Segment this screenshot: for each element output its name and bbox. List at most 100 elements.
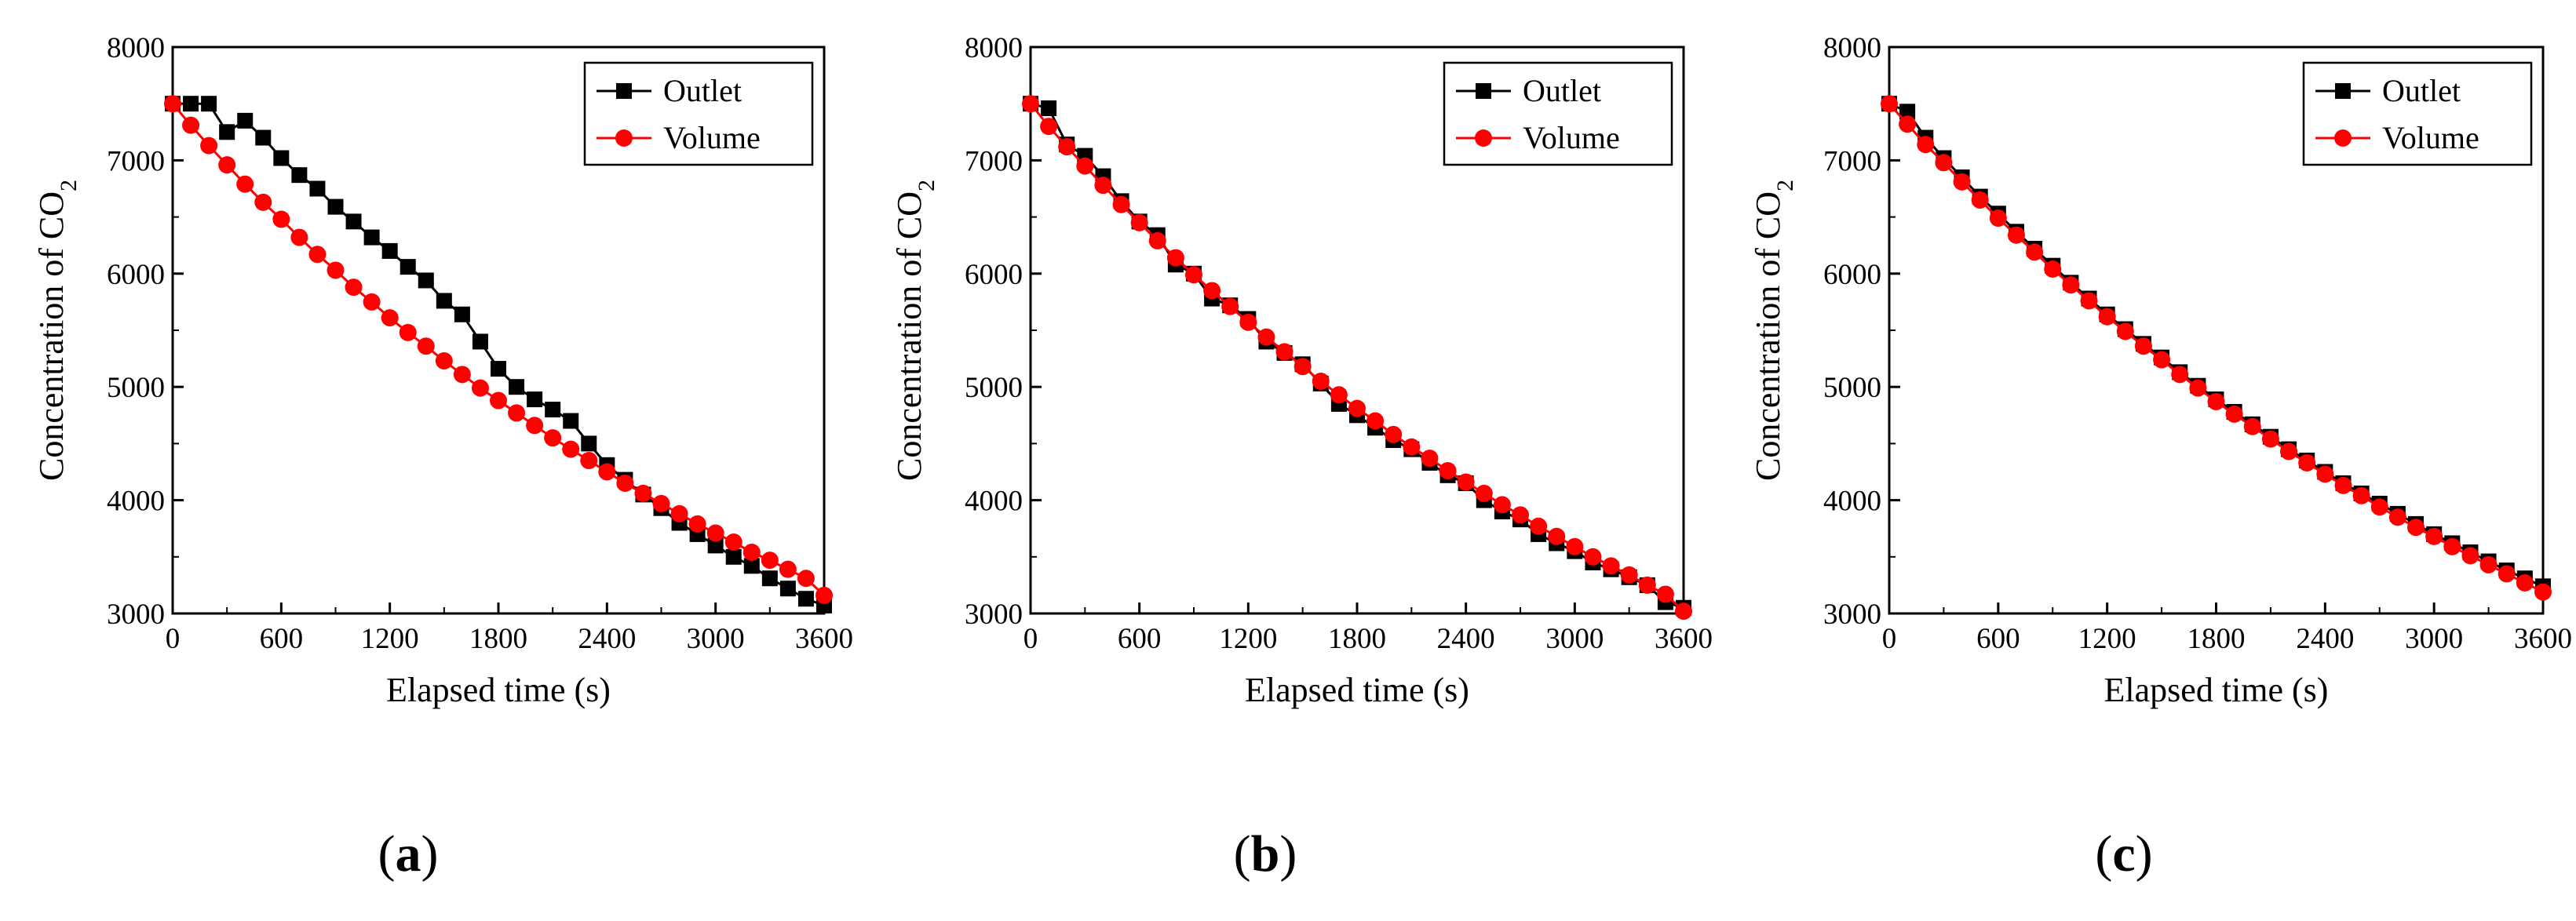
data-point-volume [1475, 484, 1493, 502]
data-point-outlet [1899, 104, 1916, 120]
data-point-volume [616, 474, 634, 492]
chart-panel-a: 0 600 1200 1800 2400 3000 3600 3000 4000 5000 6000… [32, 32, 853, 883]
series-outlet [165, 96, 832, 613]
data-point-volume [779, 560, 797, 578]
series-volume [1881, 95, 2552, 601]
data-point-volume [1881, 95, 1898, 113]
panel-label-letter: a [396, 825, 421, 883]
x-tick-label: 1800 [1328, 623, 1386, 655]
data-point-outlet [761, 570, 778, 587]
x-tick-label: 600 [1118, 623, 1162, 655]
data-point-volume [1989, 209, 2007, 228]
legend-label-outlet: Outlet [663, 73, 742, 108]
x-tick-label: 3000 [2405, 623, 2463, 655]
data-point-volume [2425, 527, 2443, 545]
x-tick-label: 0 [1023, 623, 1038, 655]
y-axis-title-subscript: 2 [56, 180, 82, 191]
data-point-volume [1257, 328, 1275, 346]
legend-box [1443, 61, 1673, 166]
data-point-outlet [418, 272, 434, 289]
data-point-volume [1221, 297, 1239, 315]
legend-marker-outlet [2335, 83, 2351, 99]
legend-marker-volume [2334, 129, 2352, 147]
y-tick-label: 7000 [965, 145, 1023, 177]
data-point-volume [1953, 173, 1971, 191]
y-tick-label: 6000 [965, 259, 1023, 291]
y-tick-label: 7000 [107, 145, 165, 177]
data-point-volume [1330, 386, 1348, 404]
series-line-volume [1888, 103, 2544, 593]
y-axis-title-subscript: 2 [1772, 180, 1798, 191]
chart-panel-b: 0 600 1200 1800 2400 3000 3600 3000 4000 5000 6000… [890, 32, 1713, 883]
data-point-volume [2407, 519, 2425, 537]
x-axis-title: Elapsed time (s) [2104, 671, 2329, 709]
series-line-volume [1029, 103, 1685, 613]
data-point-volume [2534, 583, 2552, 601]
y-axis-title-main: Concentration of CO [32, 191, 71, 481]
data-point-outlet [400, 259, 416, 275]
data-point-volume [200, 137, 218, 155]
x-tick-label: 3600 [1655, 623, 1713, 655]
data-point-volume [1040, 118, 1058, 136]
data-point-volume [2516, 574, 2534, 592]
legend: Outlet Volume [2302, 61, 2533, 166]
data-point-outlet [563, 413, 579, 429]
panel-label-close: ) [2136, 825, 2153, 883]
data-point-volume [2062, 276, 2080, 294]
data-point-volume [2207, 392, 2225, 410]
data-point-outlet [201, 96, 217, 112]
x-tick-label: 2400 [2296, 623, 2354, 655]
data-point-volume [2461, 547, 2479, 565]
y-tick-label: 8000 [107, 32, 165, 64]
series-volume [1022, 95, 1692, 621]
data-point-volume [363, 293, 381, 311]
series-line-volume [171, 103, 826, 596]
y-axis-title: Concentration of CO2 [1749, 180, 1798, 481]
data-point-volume [580, 452, 598, 470]
data-point-outlet [219, 124, 235, 140]
panel-label: (c) [2095, 825, 2152, 883]
legend-marker-outlet [616, 83, 632, 99]
x-tick-label: 3000 [1545, 623, 1604, 655]
data-point-volume [2498, 565, 2516, 583]
data-point-volume [1548, 527, 1566, 545]
data-point-volume [1275, 343, 1293, 361]
data-point-volume [2171, 366, 2189, 384]
data-point-volume [1899, 115, 1917, 133]
data-point-volume [1185, 266, 1202, 284]
data-point-volume [2298, 453, 2316, 471]
series-outlet [1023, 96, 1691, 616]
data-point-volume [2007, 226, 2025, 244]
data-point-outlet [725, 548, 742, 565]
data-point-volume [797, 570, 815, 588]
data-point-volume [1403, 438, 1421, 456]
data-point-volume [1530, 517, 1548, 535]
panel-label-open: ( [1234, 825, 1251, 883]
y-tick-label: 5000 [1823, 372, 1881, 404]
data-point-outlet [309, 180, 326, 197]
data-point-outlet [454, 306, 470, 322]
data-point-volume [1148, 231, 1166, 249]
data-point-volume [290, 228, 308, 246]
data-point-volume [1421, 450, 1439, 468]
data-point-outlet [545, 402, 561, 418]
data-point-volume [562, 440, 580, 458]
x-tick-label: 0 [166, 623, 181, 655]
data-point-volume [1566, 537, 1584, 555]
data-point-outlet [779, 581, 796, 597]
x-tick-label: 3000 [687, 623, 745, 655]
series-line-outlet [173, 102, 825, 607]
data-point-volume [1058, 138, 1076, 156]
data-point-volume [1917, 136, 1935, 154]
data-point-volume [2134, 337, 2152, 355]
legend-marker-volume [615, 129, 633, 147]
y-tick-label: 3000 [1823, 599, 1881, 631]
data-point-outlet [472, 333, 488, 350]
panel-label-letter: c [2112, 825, 2135, 883]
data-point-volume [490, 391, 507, 410]
data-point-volume [1971, 191, 1989, 209]
data-point-outlet [527, 391, 543, 408]
data-point-volume [1022, 95, 1039, 113]
data-point-volume [1076, 157, 1094, 175]
